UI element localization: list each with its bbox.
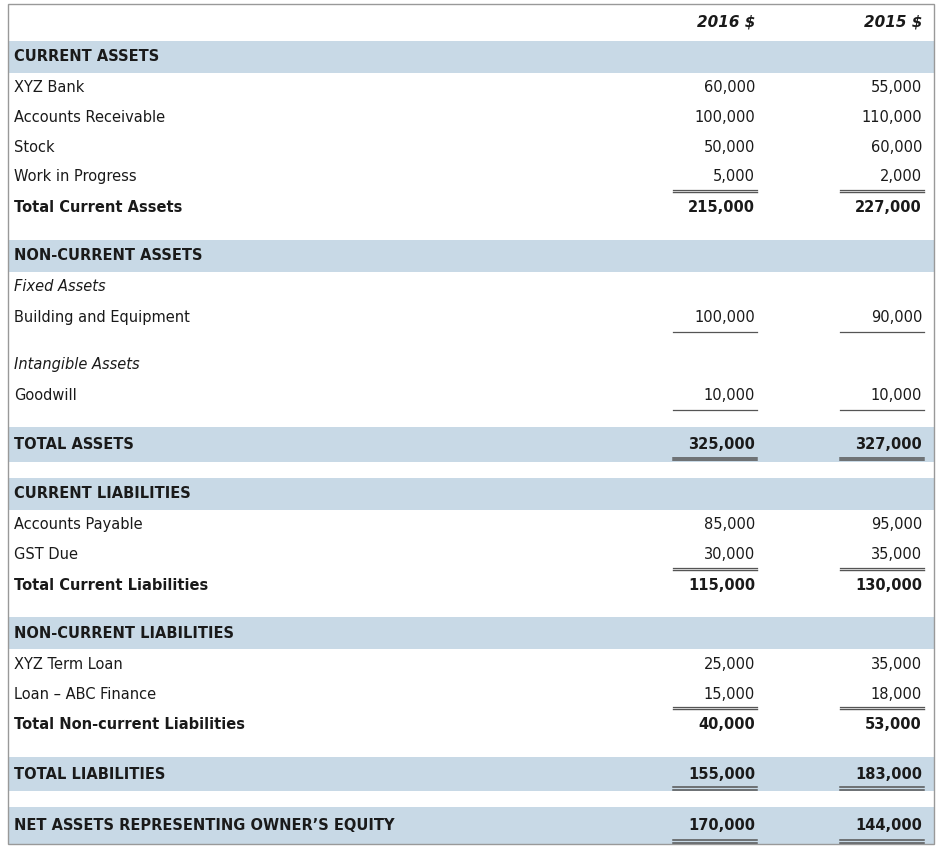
Text: 30,000: 30,000: [704, 547, 755, 562]
Text: CURRENT LIABILITIES: CURRENT LIABILITIES: [14, 486, 190, 501]
Text: 90,000: 90,000: [870, 310, 922, 325]
Text: NON-CURRENT ASSETS: NON-CURRENT ASSETS: [14, 248, 203, 263]
Text: Accounts Receivable: Accounts Receivable: [14, 109, 165, 125]
Text: 60,000: 60,000: [870, 140, 922, 154]
Text: 144,000: 144,000: [855, 818, 922, 834]
Text: NON-CURRENT LIABILITIES: NON-CURRENT LIABILITIES: [14, 626, 234, 641]
Text: 25,000: 25,000: [704, 657, 755, 672]
Text: 327,000: 327,000: [855, 437, 922, 452]
Text: Total Non-current Liabilities: Total Non-current Liabilities: [14, 717, 245, 733]
Text: 53,000: 53,000: [866, 717, 922, 733]
Text: 130,000: 130,000: [855, 577, 922, 593]
Text: 2,000: 2,000: [880, 170, 922, 184]
Bar: [8, 477, 934, 510]
Text: CURRENT ASSETS: CURRENT ASSETS: [14, 49, 159, 64]
Text: Total Current Assets: Total Current Assets: [14, 200, 183, 215]
Text: 183,000: 183,000: [855, 767, 922, 782]
Text: 95,000: 95,000: [870, 517, 922, 533]
Text: GST Due: GST Due: [14, 547, 78, 562]
Bar: [8, 41, 934, 73]
Text: 10,000: 10,000: [704, 388, 755, 403]
Text: 5,000: 5,000: [713, 170, 755, 184]
Text: 15,000: 15,000: [704, 687, 755, 701]
Text: 18,000: 18,000: [870, 687, 922, 701]
Text: Building and Equipment: Building and Equipment: [14, 310, 190, 325]
Text: 2016 $: 2016 $: [697, 14, 755, 30]
Bar: [8, 807, 934, 844]
Text: TOTAL LIABILITIES: TOTAL LIABILITIES: [14, 767, 166, 782]
Text: 60,000: 60,000: [704, 80, 755, 95]
Text: 115,000: 115,000: [688, 577, 755, 593]
Text: Work in Progress: Work in Progress: [14, 170, 137, 184]
Text: 227,000: 227,000: [855, 200, 922, 215]
Text: Fixed Assets: Fixed Assets: [14, 279, 106, 294]
Text: Accounts Payable: Accounts Payable: [14, 517, 142, 533]
Bar: [8, 240, 934, 272]
Text: 2015 $: 2015 $: [864, 14, 922, 30]
Text: 40,000: 40,000: [698, 717, 755, 733]
Text: TOTAL ASSETS: TOTAL ASSETS: [14, 437, 134, 452]
Text: 35,000: 35,000: [870, 657, 922, 672]
Bar: [8, 427, 934, 462]
Text: Goodwill: Goodwill: [14, 388, 76, 403]
Text: 110,000: 110,000: [861, 109, 922, 125]
Text: 215,000: 215,000: [688, 200, 755, 215]
Text: 100,000: 100,000: [694, 109, 755, 125]
Text: 155,000: 155,000: [688, 767, 755, 782]
Text: 50,000: 50,000: [704, 140, 755, 154]
Text: 85,000: 85,000: [704, 517, 755, 533]
Text: 100,000: 100,000: [694, 310, 755, 325]
Text: 325,000: 325,000: [688, 437, 755, 452]
Text: 55,000: 55,000: [870, 80, 922, 95]
Text: 10,000: 10,000: [870, 388, 922, 403]
Text: Loan – ABC Finance: Loan – ABC Finance: [14, 687, 156, 701]
Text: 35,000: 35,000: [870, 547, 922, 562]
Bar: [8, 617, 934, 650]
Text: Stock: Stock: [14, 140, 55, 154]
Text: Intangible Assets: Intangible Assets: [14, 357, 139, 372]
Text: Total Current Liabilities: Total Current Liabilities: [14, 577, 208, 593]
Text: XYZ Bank: XYZ Bank: [14, 80, 85, 95]
Bar: [8, 757, 934, 791]
Text: XYZ Term Loan: XYZ Term Loan: [14, 657, 122, 672]
Text: NET ASSETS REPRESENTING OWNER’S EQUITY: NET ASSETS REPRESENTING OWNER’S EQUITY: [14, 818, 395, 834]
Text: 170,000: 170,000: [688, 818, 755, 834]
